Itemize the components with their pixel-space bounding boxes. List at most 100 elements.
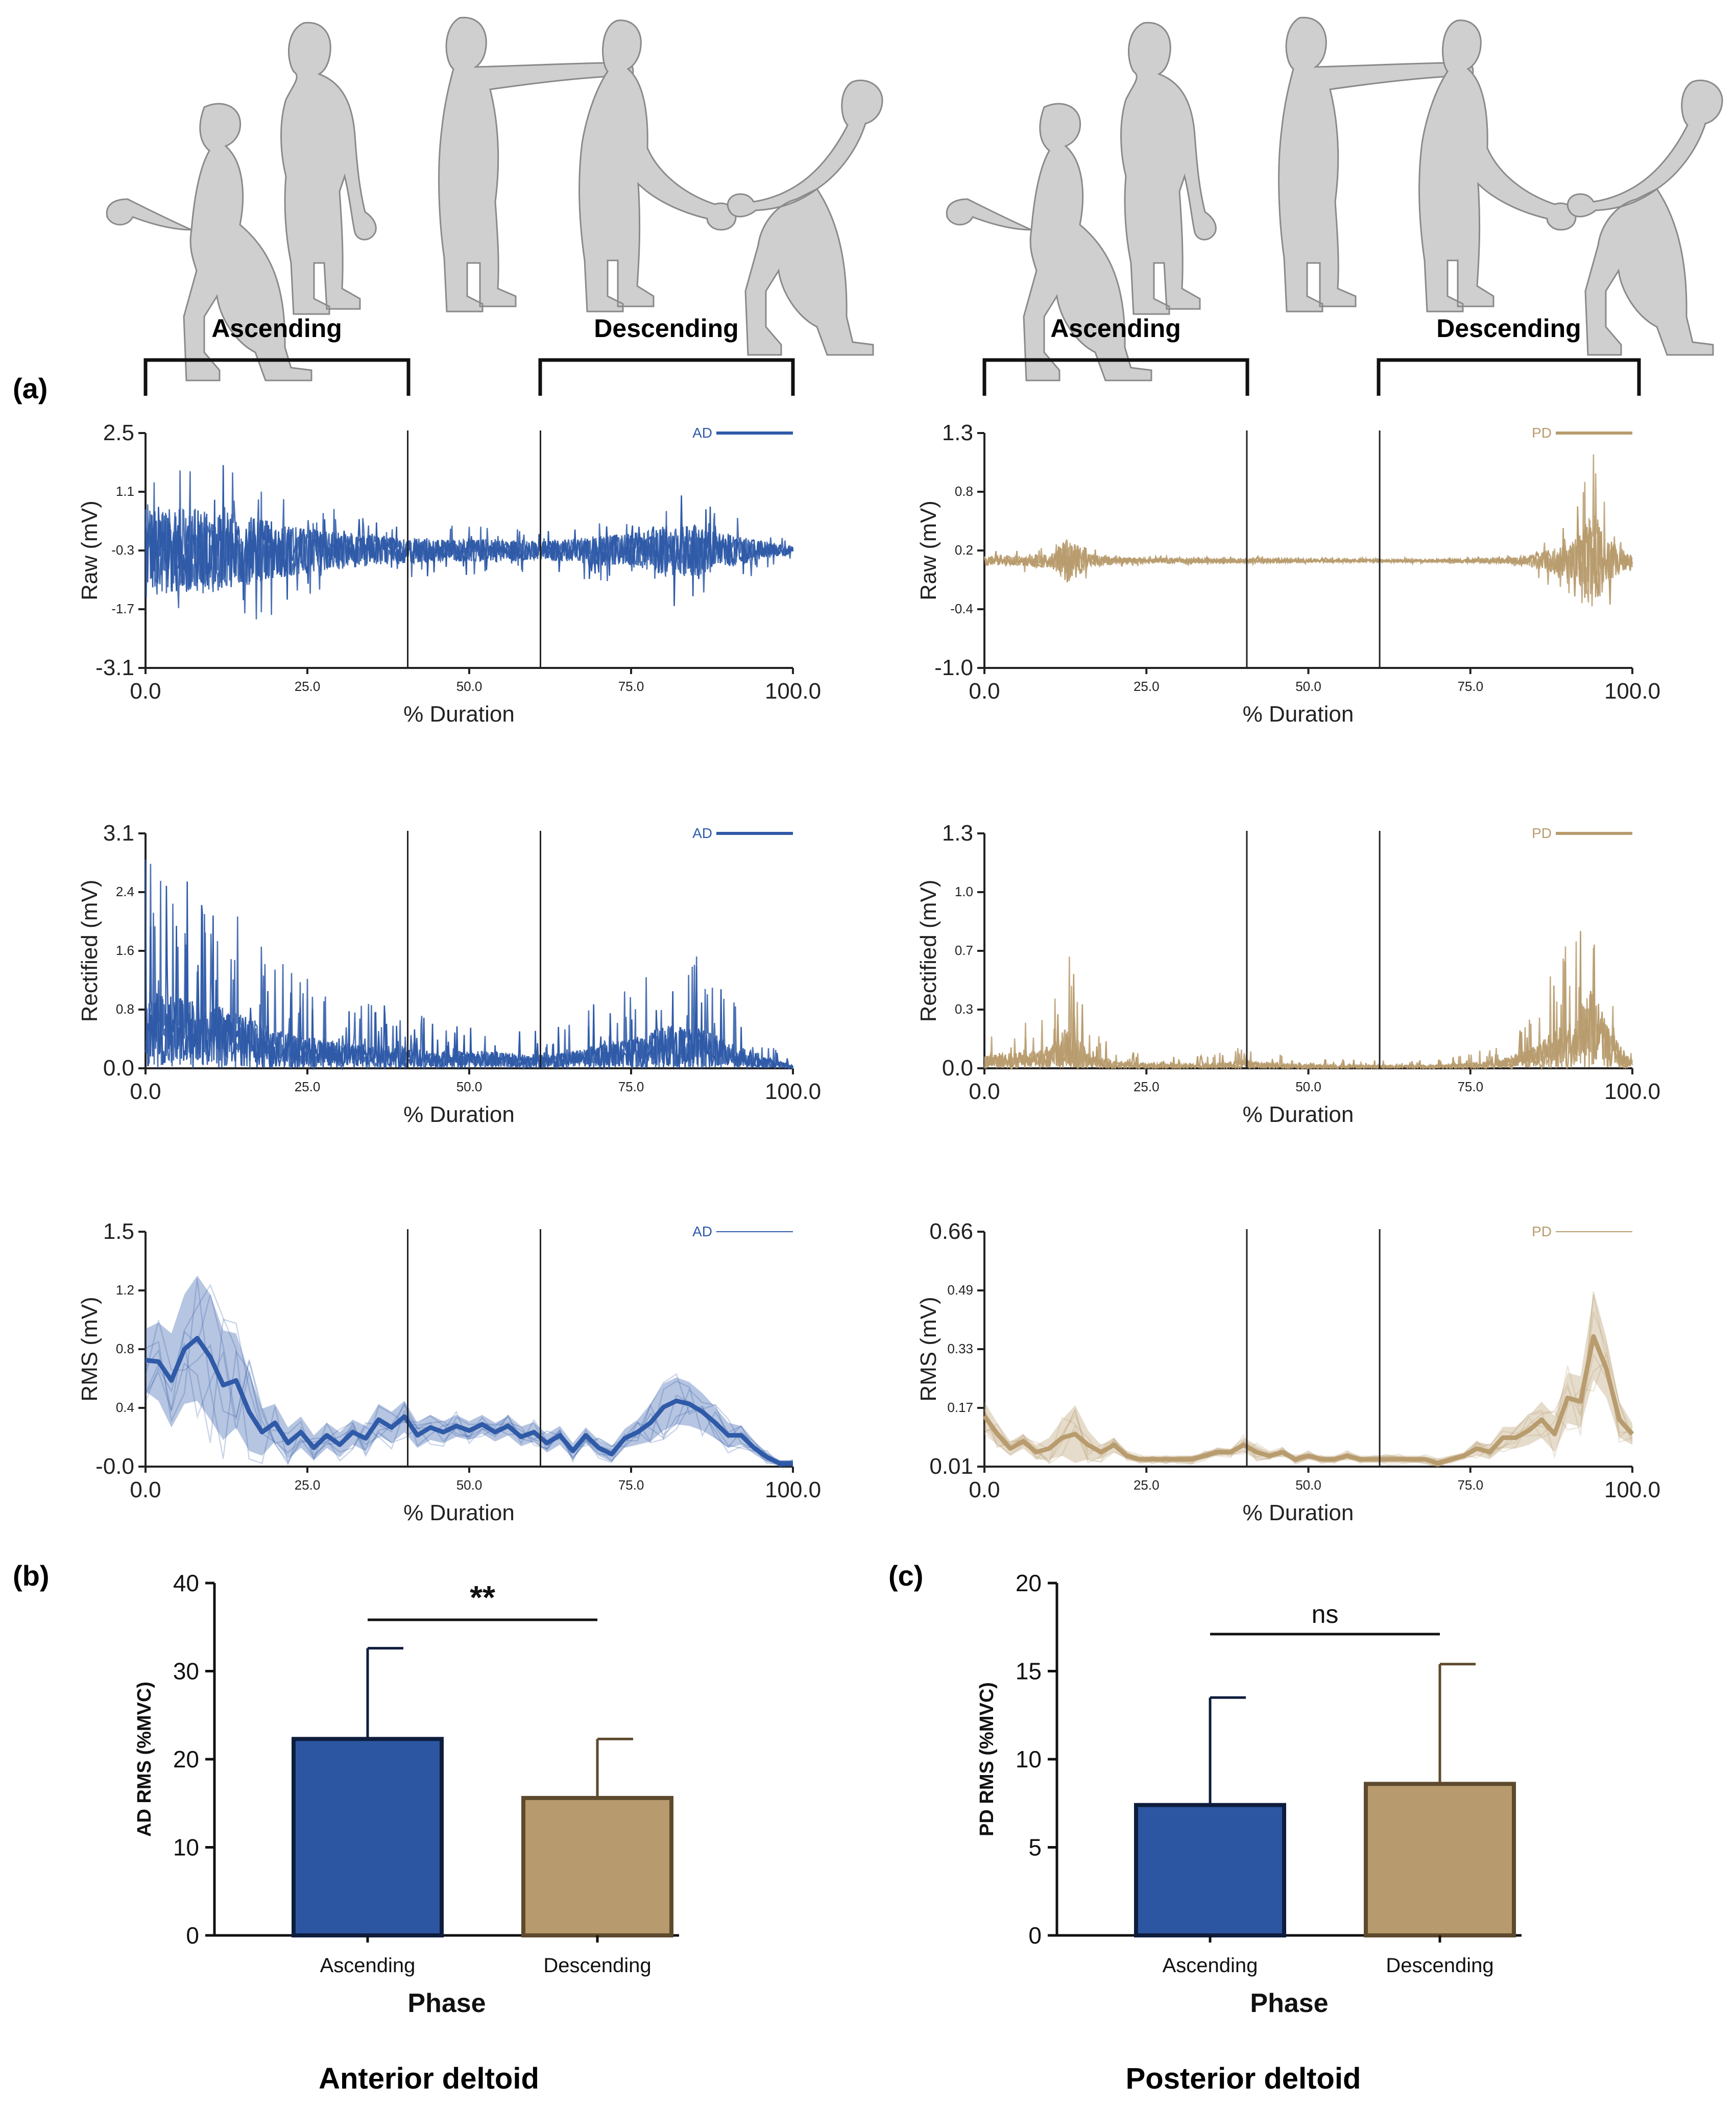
- x-axis-label: % Duration: [403, 1102, 515, 1127]
- y-tick-label: 0.66: [929, 1219, 973, 1244]
- y-tick-label: 5: [1028, 1834, 1042, 1861]
- y-axis-label: Rectified (mV): [77, 880, 102, 1022]
- x-tick-label: 0.0: [130, 679, 161, 704]
- y-tick-label: 1.2: [116, 1282, 134, 1298]
- individual-trace: [983, 1353, 1633, 1467]
- x-axis-label: % Duration: [1243, 1500, 1354, 1525]
- y-tick-label: 0.0: [942, 1056, 973, 1081]
- x-tick-label: 25.0: [1134, 679, 1160, 694]
- y-axis-label: AD RMS (%MVC): [134, 1682, 155, 1837]
- x-tick-label: 75.0: [618, 1079, 644, 1094]
- chart-rect-ad: 3.1 2.4 1.6 0.8 0.00.0 25.0 50.0 75.0 100.0 % Dur…: [77, 821, 821, 1127]
- y-tick-label: 1.0: [955, 884, 973, 899]
- y-tick-label: 1.1: [116, 484, 134, 499]
- x-tick-label: 0.0: [969, 1079, 1000, 1104]
- y-axis-label: RMS (mV): [77, 1297, 102, 1401]
- bar-descending: [1364, 1782, 1516, 1938]
- individual-trace: [144, 1343, 793, 1467]
- y-tick-label: 40: [173, 1570, 199, 1596]
- x-tick-label: 25.0: [295, 1477, 321, 1493]
- signal-trace: [983, 454, 1633, 604]
- y-tick-label: 0.3: [955, 1001, 973, 1017]
- legend-label: PD: [1532, 425, 1552, 441]
- legend-label: PD: [1532, 825, 1552, 841]
- y-tick-label: 0: [1028, 1922, 1042, 1949]
- y-tick-label: 0.8: [116, 1341, 134, 1356]
- chart-bar-ad: 0 10 20 30 40 Ascending Descending Phase AD RMS …: [134, 1570, 679, 2018]
- y-tick-label: 0.8: [955, 484, 973, 499]
- x-tick-label: 0.0: [969, 679, 1000, 704]
- chart-rms-pd: 0.66 0.49 0.33 0.17 0.010.0 25.0 50.0 75.0 100.0…: [916, 1219, 1660, 1525]
- muscle-label-left: Anterior deltoid: [319, 2062, 539, 2095]
- muscle-label-right: Posterior deltoid: [1126, 2062, 1361, 2095]
- x-tick-label: 75.0: [618, 679, 644, 694]
- x-tick-label: 50.0: [1295, 1079, 1321, 1094]
- chart-rms-ad: 1.5 1.2 0.8 0.4 -0.00.0 25.0 50.0 75.0 100.0 % Du…: [77, 1219, 821, 1525]
- y-tick-label: -1.7: [111, 601, 134, 616]
- category-label: Ascending: [320, 1954, 416, 1977]
- y-tick-label: 0.49: [947, 1282, 973, 1298]
- y-tick-label: 0.4: [116, 1400, 134, 1415]
- significance-label: **: [470, 1579, 495, 1616]
- y-axis-label: Raw (mV): [916, 500, 941, 601]
- ascending-label-right: Ascending: [1050, 314, 1181, 343]
- y-tick-label: -1.0: [934, 655, 973, 680]
- y-tick-label: 2.4: [116, 884, 134, 899]
- individual-trace: [144, 1320, 793, 1468]
- y-tick-label: 0.33: [947, 1341, 973, 1356]
- y-tick-label: -0.3: [111, 542, 134, 558]
- category-label: Ascending: [1163, 1954, 1258, 1977]
- y-tick-label: 15: [1016, 1658, 1042, 1685]
- panel-label-c: (c): [888, 1560, 923, 1592]
- ascending-label-left: Ascending: [211, 314, 342, 343]
- y-tick-label: -3.1: [95, 655, 134, 680]
- signal-trace: [144, 914, 794, 1070]
- x-tick-label: 25.0: [1134, 1079, 1160, 1094]
- y-axis-label: PD RMS (%MVC): [976, 1682, 998, 1836]
- legend-label: AD: [692, 1224, 712, 1239]
- individual-trace: [145, 1278, 793, 1465]
- y-axis-label: Rectified (mV): [916, 880, 941, 1022]
- y-tick-label: 0.17: [947, 1400, 973, 1415]
- x-axis-label: % Duration: [1243, 702, 1354, 727]
- y-tick-label: 10: [1016, 1746, 1042, 1772]
- panel-label-a: (a): [13, 372, 47, 404]
- x-axis-label: Phase: [1250, 1989, 1328, 2018]
- x-axis-label: % Duration: [403, 1500, 515, 1525]
- bar-descending: [521, 1795, 673, 1937]
- chart-rect-pd: 1.3 1.0 0.7 0.3 0.00.0 25.0 50.0 75.0 100.0 % Dur…: [916, 821, 1660, 1127]
- chart-bar-pd: 0 5 10 15 20 Ascending Descending Phase PD RMS (…: [976, 1570, 1522, 2018]
- phase-brackets: [143, 358, 1641, 396]
- x-tick-label: 50.0: [1295, 679, 1321, 694]
- x-tick-label: 50.0: [456, 679, 483, 694]
- legend-label: AD: [692, 425, 712, 441]
- bar-ascending: [1134, 1803, 1286, 1937]
- category-label: Descending: [543, 1954, 651, 1977]
- signal-trace: [983, 941, 1633, 1071]
- x-tick-label: 0.0: [130, 1477, 161, 1502]
- chart-raw-ad: 2.5 1.1 -0.3 -1.7 -3.10.0 25.0 50.0 75.0 100.0 % …: [77, 420, 821, 727]
- x-tick-label: 75.0: [1457, 679, 1483, 694]
- y-tick-label: 0.0: [103, 1056, 134, 1081]
- individual-trace: [983, 1359, 1633, 1464]
- x-tick-label: 25.0: [1134, 1477, 1160, 1493]
- x-tick-label: 100.0: [765, 1079, 821, 1104]
- y-tick-label: 1.3: [942, 821, 973, 846]
- x-tick-label: 25.0: [295, 1079, 321, 1094]
- y-tick-label: 2.5: [103, 420, 134, 445]
- x-tick-label: 25.0: [295, 679, 321, 694]
- category-label: Descending: [1386, 1954, 1493, 1977]
- legend-label: AD: [692, 825, 712, 841]
- y-axis-label: RMS (mV): [916, 1297, 941, 1401]
- x-tick-label: 75.0: [1457, 1079, 1483, 1094]
- x-axis-label: % Duration: [1243, 1102, 1354, 1127]
- descending-label-left: Descending: [594, 314, 738, 343]
- x-tick-label: 50.0: [456, 1477, 483, 1493]
- signal-trace: [983, 946, 1633, 1071]
- x-tick-label: 100.0: [765, 679, 821, 704]
- x-axis-label: % Duration: [403, 702, 515, 727]
- x-tick-label: 0.0: [969, 1477, 1000, 1502]
- x-tick-label: 100.0: [765, 1477, 821, 1502]
- y-tick-label: 0.01: [929, 1454, 973, 1479]
